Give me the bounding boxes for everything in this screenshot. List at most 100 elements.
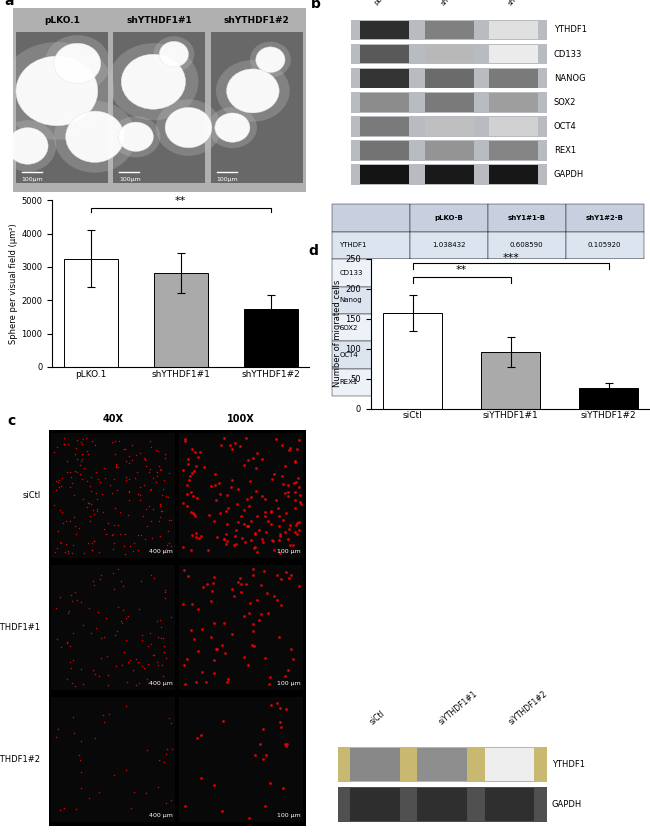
Point <box>204 508 214 521</box>
Point <box>261 748 271 761</box>
Point <box>109 519 120 532</box>
Point <box>51 483 61 496</box>
Point <box>166 794 176 807</box>
Point <box>59 431 70 445</box>
Point <box>136 628 147 641</box>
Point <box>266 698 277 711</box>
Point <box>93 472 103 485</box>
Point <box>117 658 127 671</box>
Point <box>159 545 170 558</box>
Point <box>161 490 172 503</box>
Point <box>257 752 268 766</box>
Point <box>209 654 220 667</box>
Text: shYTHDF1#2: shYTHDF1#2 <box>0 755 41 764</box>
Point <box>56 480 66 493</box>
Point <box>193 645 203 658</box>
Point <box>221 527 231 540</box>
Text: 100X: 100X <box>227 414 255 424</box>
Point <box>120 611 131 625</box>
Text: ***: *** <box>502 253 519 263</box>
Point <box>161 747 171 761</box>
Point <box>109 536 120 550</box>
Point <box>146 440 156 454</box>
Point <box>99 522 109 535</box>
Point <box>158 670 168 683</box>
Point <box>137 659 148 672</box>
Point <box>146 482 156 495</box>
Point <box>96 568 106 581</box>
Point <box>285 519 296 532</box>
Point <box>89 578 99 591</box>
Point <box>291 518 302 531</box>
Point <box>130 472 140 485</box>
Bar <box>481 352 540 409</box>
Point <box>127 439 138 452</box>
Point <box>210 468 220 481</box>
Point <box>78 677 88 691</box>
Point <box>292 528 302 541</box>
Bar <box>417 748 467 781</box>
Point <box>113 562 124 575</box>
Point <box>183 453 194 466</box>
Bar <box>51 565 175 691</box>
Point <box>50 730 60 743</box>
Point <box>70 585 80 599</box>
Point <box>88 534 99 547</box>
Point <box>78 492 88 505</box>
Point <box>120 528 130 541</box>
Point <box>152 615 162 628</box>
Point <box>53 722 64 736</box>
Point <box>166 513 176 526</box>
Point <box>189 465 200 478</box>
Bar <box>484 748 534 781</box>
Point <box>183 457 194 470</box>
Point <box>248 451 258 465</box>
Point <box>294 434 305 447</box>
Point <box>84 497 94 510</box>
Point <box>142 672 153 686</box>
Point <box>227 474 237 487</box>
Point <box>63 604 73 617</box>
Point <box>61 538 72 551</box>
Point <box>84 515 95 528</box>
Point <box>249 541 259 555</box>
Point <box>134 602 144 615</box>
Bar <box>417 788 467 821</box>
Point <box>119 443 129 456</box>
Point <box>143 657 153 671</box>
Point <box>144 500 154 513</box>
Point <box>248 562 258 575</box>
Bar <box>350 788 400 821</box>
Bar <box>489 165 538 183</box>
Bar <box>424 117 474 136</box>
Point <box>125 654 135 667</box>
Point <box>81 431 91 445</box>
Point <box>102 649 112 662</box>
Point <box>140 533 150 546</box>
Point <box>66 589 77 602</box>
Point <box>155 500 166 513</box>
Point <box>190 445 200 458</box>
Text: 100μm: 100μm <box>21 177 44 182</box>
Point <box>86 484 96 497</box>
Point <box>235 440 246 453</box>
Point <box>75 753 85 766</box>
Point <box>257 722 268 736</box>
Point <box>276 572 286 585</box>
Point <box>140 452 151 465</box>
Point <box>118 540 129 553</box>
Point <box>52 440 62 454</box>
Point <box>70 527 81 540</box>
Point <box>159 640 169 653</box>
Text: YTHDF1: YTHDF1 <box>554 26 587 34</box>
Point <box>89 534 99 547</box>
Bar <box>351 43 547 64</box>
Point <box>153 445 163 458</box>
Point <box>270 432 281 445</box>
Ellipse shape <box>118 122 153 152</box>
Point <box>112 484 122 497</box>
Point <box>67 546 77 560</box>
Point <box>225 439 235 452</box>
Point <box>62 437 73 450</box>
Point <box>81 474 92 487</box>
